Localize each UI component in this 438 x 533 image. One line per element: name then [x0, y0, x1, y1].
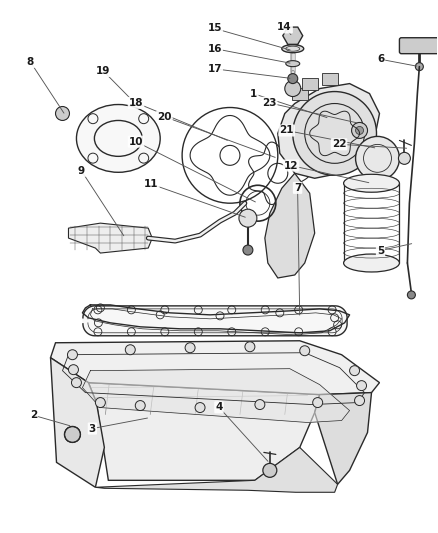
Text: 7: 7 [294, 183, 301, 193]
Circle shape [255, 400, 265, 409]
Ellipse shape [282, 45, 304, 53]
Circle shape [68, 365, 78, 375]
Circle shape [125, 345, 135, 355]
Text: 11: 11 [144, 179, 159, 189]
Text: 19: 19 [96, 66, 110, 76]
Circle shape [355, 395, 364, 406]
Circle shape [407, 291, 415, 299]
Polygon shape [83, 306, 347, 336]
Text: 9: 9 [78, 166, 85, 176]
Polygon shape [265, 173, 314, 278]
Ellipse shape [343, 254, 399, 272]
Circle shape [300, 346, 310, 356]
Text: 16: 16 [207, 44, 222, 54]
Circle shape [357, 381, 367, 391]
Circle shape [263, 463, 277, 478]
Polygon shape [302, 78, 318, 90]
Circle shape [293, 92, 377, 175]
Polygon shape [95, 447, 338, 492]
Text: 1: 1 [250, 89, 258, 99]
Text: 2: 2 [30, 410, 37, 420]
Circle shape [185, 343, 195, 353]
Ellipse shape [77, 104, 160, 172]
Circle shape [356, 126, 364, 134]
Circle shape [71, 378, 81, 387]
Text: 6: 6 [377, 54, 384, 64]
Circle shape [56, 107, 70, 120]
Text: 17: 17 [207, 64, 222, 74]
Circle shape [245, 342, 255, 352]
Text: 14: 14 [277, 22, 292, 33]
Polygon shape [88, 383, 320, 480]
FancyBboxPatch shape [399, 38, 438, 54]
Polygon shape [292, 87, 308, 100]
Text: 10: 10 [129, 136, 143, 147]
Circle shape [64, 426, 81, 442]
Circle shape [313, 398, 323, 408]
Circle shape [239, 209, 257, 227]
Ellipse shape [343, 174, 399, 192]
Text: 20: 20 [157, 112, 172, 122]
Text: 3: 3 [89, 424, 96, 433]
Polygon shape [283, 27, 303, 44]
Polygon shape [321, 72, 338, 85]
Polygon shape [50, 341, 379, 394]
Circle shape [399, 152, 410, 164]
Ellipse shape [286, 61, 300, 67]
Circle shape [243, 245, 253, 255]
Circle shape [356, 136, 399, 180]
Text: 21: 21 [279, 125, 294, 135]
Polygon shape [68, 223, 152, 253]
Text: 23: 23 [262, 98, 276, 108]
Circle shape [350, 366, 360, 376]
Text: 4: 4 [215, 402, 223, 413]
Circle shape [285, 80, 301, 96]
Text: 12: 12 [284, 160, 298, 171]
Polygon shape [278, 84, 379, 178]
Polygon shape [82, 369, 350, 423]
Text: 18: 18 [129, 98, 143, 108]
Polygon shape [50, 358, 104, 487]
Text: 22: 22 [332, 139, 346, 149]
Circle shape [67, 350, 78, 360]
Text: 8: 8 [27, 57, 34, 67]
Circle shape [135, 401, 145, 410]
Text: 5: 5 [377, 246, 384, 255]
Circle shape [352, 123, 367, 139]
Text: 15: 15 [207, 23, 222, 34]
Circle shape [195, 402, 205, 413]
Circle shape [415, 63, 424, 71]
Circle shape [95, 398, 106, 408]
Circle shape [288, 74, 298, 84]
Polygon shape [314, 393, 371, 484]
